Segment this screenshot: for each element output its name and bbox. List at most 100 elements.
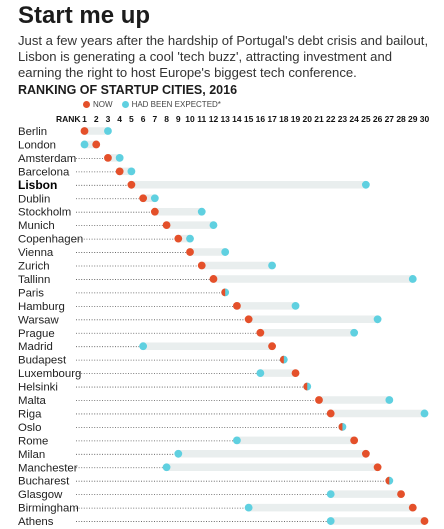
expected-dot-athens xyxy=(326,517,335,525)
city-label-london: London xyxy=(18,139,56,151)
city-label-zurich: Zurich xyxy=(18,261,50,273)
city-label-helsinki: Helsinki xyxy=(18,382,58,394)
city-label-milan: Milan xyxy=(18,449,45,461)
expected-dot-warsaw xyxy=(373,315,382,324)
rank-tick-3: 3 xyxy=(106,114,111,124)
rank-tick-7: 7 xyxy=(152,114,157,124)
legend-label-expected: HAD BEEN EXPECTED* xyxy=(131,100,221,109)
city-label-manchester: Manchester xyxy=(18,462,78,474)
city-label-berlin: Berlin xyxy=(18,126,47,138)
expected-dot-milan xyxy=(174,449,183,458)
city-label-athens: Athens xyxy=(18,516,54,528)
rank-tick-11: 11 xyxy=(197,114,206,124)
expected-dot-madrid xyxy=(139,342,148,351)
city-label-oslo: Oslo xyxy=(18,422,41,434)
now-dot-luxembourg xyxy=(291,369,300,377)
city-label-budapest: Budapest xyxy=(18,355,67,367)
rank-tick-5: 5 xyxy=(129,114,134,124)
city-label-prague: Prague xyxy=(18,328,55,340)
now-dot-dublin xyxy=(139,194,148,203)
city-label-barcelona: Barcelona xyxy=(18,166,70,178)
rank-tick-22: 22 xyxy=(326,114,336,124)
city-label-stockholm: Stockholm xyxy=(18,207,71,219)
city-label-bucharest: Bucharest xyxy=(18,476,70,488)
expected-dot-london xyxy=(80,140,89,149)
expected-dot-manchester xyxy=(162,463,171,472)
rank-axis-label: RANK xyxy=(56,114,81,124)
expected-dot-rome xyxy=(233,436,241,445)
city-label-amsterdam: Amsterdam xyxy=(18,153,76,165)
now-dot-amsterdam xyxy=(104,154,112,162)
now-dot-manchester xyxy=(373,463,382,472)
now-dot-paris xyxy=(221,288,226,297)
now-dot-madrid xyxy=(268,342,276,351)
rank-tick-18: 18 xyxy=(279,114,289,124)
expected-dot-glasgow xyxy=(326,490,335,499)
expected-dot-tallinn xyxy=(408,275,417,283)
rank-tick-25: 25 xyxy=(361,114,371,124)
expected-dot-hamburg xyxy=(291,301,300,310)
rank-tick-16: 16 xyxy=(256,114,266,124)
rank-tick-26: 26 xyxy=(373,114,383,124)
rank-tick-1: 1 xyxy=(82,114,87,124)
city-label-rome: Rome xyxy=(18,435,48,447)
city-label-tallinn: Tallinn xyxy=(18,274,50,286)
city-label-hamburg: Hamburg xyxy=(18,301,65,313)
city-label-paris: Paris xyxy=(18,287,44,299)
expected-dot-vienna xyxy=(221,248,230,256)
now-dot-munich xyxy=(162,221,171,230)
now-dot-helsinki xyxy=(303,382,308,391)
rank-tick-13: 13 xyxy=(220,114,230,124)
rank-tick-28: 28 xyxy=(396,114,406,124)
expected-dot-prague xyxy=(350,328,359,337)
now-dot-london xyxy=(92,140,101,149)
now-dot-tallinn xyxy=(209,275,218,283)
city-label-lisbon: Lisbon xyxy=(18,178,57,192)
city-label-luxembourg: Luxembourg xyxy=(18,368,81,380)
now-dot-lisbon xyxy=(127,180,136,189)
city-label-vienna: Vienna xyxy=(18,247,54,259)
city-label-warsaw: Warsaw xyxy=(18,314,59,326)
city-label-dublin: Dublin xyxy=(18,193,50,205)
rank-tick-30: 30 xyxy=(420,114,430,124)
intro-text: Just a few years after the hardship of P… xyxy=(18,33,429,80)
expected-dot-lisbon xyxy=(361,180,370,189)
city-label-copenhagen: Copenhagen xyxy=(18,234,83,246)
now-dot-bucharest xyxy=(385,476,390,485)
city-label-birmingham: Birmingham xyxy=(18,503,79,515)
now-dot-glasgow xyxy=(397,490,405,499)
chart-title: RANKING OF STARTUP CITIES, 2016 xyxy=(18,83,238,97)
now-dot-riga xyxy=(326,409,335,418)
rank-tick-29: 29 xyxy=(408,114,418,124)
now-dot-prague xyxy=(256,328,265,337)
expected-dot-zurich xyxy=(268,261,276,270)
page-title: Start me up xyxy=(18,2,151,29)
expected-dot-dublin xyxy=(150,194,159,203)
now-dot-rome xyxy=(350,436,359,445)
rank-tick-6: 6 xyxy=(141,114,146,124)
expected-dot-berlin xyxy=(104,127,112,135)
rank-tick-4: 4 xyxy=(117,114,122,124)
now-dot-athens xyxy=(420,517,429,525)
city-label-madrid: Madrid xyxy=(18,341,53,353)
expected-dot-barcelona xyxy=(127,167,136,176)
rank-tick-10: 10 xyxy=(185,114,195,124)
expected-dot-luxembourg xyxy=(256,369,265,377)
now-dot-oslo xyxy=(338,423,343,431)
now-dot-zurich xyxy=(197,261,206,270)
rank-tick-27: 27 xyxy=(385,114,395,124)
rank-tick-2: 2 xyxy=(94,114,99,124)
rank-tick-8: 8 xyxy=(164,114,169,124)
expected-dot-stockholm xyxy=(197,207,206,216)
now-dot-hamburg xyxy=(233,301,241,310)
legend-item-expected: HAD BEEN EXPECTED* xyxy=(121,100,221,109)
city-label-malta: Malta xyxy=(18,395,47,407)
now-dot-malta xyxy=(315,396,323,404)
now-dot-milan xyxy=(361,449,370,458)
rank-tick-24: 24 xyxy=(349,114,359,124)
legend-label-now: NOW xyxy=(93,100,113,109)
rank-tick-15: 15 xyxy=(244,114,254,124)
expected-dot-malta xyxy=(385,396,394,404)
now-dot-barcelona xyxy=(115,167,124,176)
rank-tick-21: 21 xyxy=(314,114,324,124)
